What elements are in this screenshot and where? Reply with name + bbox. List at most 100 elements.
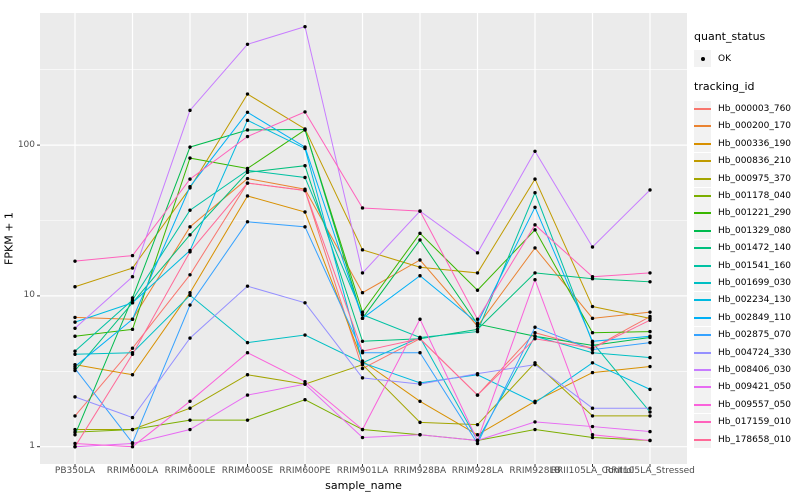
data-point [73, 320, 77, 324]
data-point [475, 441, 480, 446]
legend-item-Hb_009421_050: Hb_009421_050 [694, 378, 800, 396]
legend-item-label: Hb_001329_080 [718, 225, 792, 236]
x-tick-label: RRIM600LA [106, 466, 159, 476]
data-point [245, 340, 250, 345]
x-tick-label: RRIM901LA [336, 466, 389, 476]
legend-key-swatch [694, 431, 711, 448]
legend-item-list: Hb_000003_760 Hb_000200_170 Hb_000336_190 H… [694, 100, 800, 448]
data-point [188, 156, 192, 160]
legend-item-Hb_001221_290: Hb_001221_290 [694, 204, 800, 222]
legend-item-Hb_000975_370: Hb_000975_370 [694, 170, 800, 188]
data-point [590, 331, 595, 335]
data-point [360, 376, 365, 380]
legend-line-icon [694, 386, 711, 389]
legend-item-label: Hb_000975_370 [718, 173, 792, 184]
data-point [188, 303, 192, 307]
legend-item-Hb_002875_070: Hb_002875_070 [694, 326, 800, 344]
data-point [303, 175, 307, 180]
legend-key-swatch [694, 257, 711, 275]
data-point [590, 370, 595, 375]
legend-key-swatch [694, 170, 711, 188]
data-point [303, 24, 307, 29]
legend-item-label: Hb_001541_160 [718, 260, 792, 271]
data-point [73, 445, 77, 449]
data-point [648, 340, 652, 345]
data-point [533, 325, 537, 329]
legend-key-swatch [694, 378, 711, 396]
data-point [130, 301, 135, 305]
x-tick-label: RRII105LA_Control [550, 466, 635, 476]
data-point [73, 352, 77, 356]
legend-key-swatch [694, 396, 711, 414]
data-point [533, 337, 537, 341]
legend-item-Hb_002234_130: Hb_002234_130 [694, 291, 800, 309]
data-point [648, 387, 652, 392]
legend-item-label: Hb_001699_030 [718, 277, 792, 288]
legend-key-swatch [694, 100, 711, 118]
data-point [360, 313, 365, 317]
legend-line-icon [694, 212, 711, 215]
x-axis-title: sample_name [325, 479, 402, 492]
data-point [130, 346, 135, 350]
legend-key-swatch [694, 361, 711, 379]
data-point [130, 275, 135, 279]
data-point [245, 110, 250, 115]
legend-line-icon [694, 142, 711, 145]
data-point [360, 248, 365, 252]
legend-key-swatch [694, 152, 711, 170]
data-point [475, 288, 480, 292]
legend-ok-label: OK [718, 53, 731, 64]
data-point [245, 42, 250, 47]
legend-item-label: Hb_000200_170 [718, 121, 792, 132]
legend-line-icon [694, 421, 711, 424]
data-point [533, 177, 537, 181]
data-point [245, 181, 250, 185]
legend-item-Hb_001178_040: Hb_001178_040 [694, 187, 800, 205]
data-point [475, 271, 480, 275]
x-tick-label: RRIM928LA [451, 466, 504, 476]
data-point [303, 379, 307, 384]
data-point [245, 393, 250, 397]
data-point [303, 225, 307, 229]
legend-item-Hb_002849_110: Hb_002849_110 [694, 309, 800, 327]
data-point [188, 293, 192, 297]
data-point [130, 427, 135, 432]
data-point [475, 317, 480, 321]
legend-key-swatch [694, 274, 711, 292]
data-point [245, 220, 250, 224]
legend-line-icon [694, 334, 711, 337]
legend-key-swatch [694, 344, 711, 362]
data-point [475, 438, 480, 443]
data-point [130, 352, 135, 356]
legend-line-icon [694, 316, 711, 319]
data-point [245, 194, 250, 198]
data-point [303, 333, 307, 337]
data-point [188, 208, 192, 212]
data-point [130, 266, 135, 270]
data-point [188, 184, 192, 189]
data-point [533, 205, 537, 209]
data-point [73, 441, 77, 446]
data-point [590, 245, 595, 249]
data-point [303, 210, 307, 214]
legend-item-label: Hb_000836_210 [718, 156, 792, 167]
data-point [418, 433, 422, 437]
legend-key-swatch [694, 117, 711, 135]
data-point [303, 110, 307, 114]
data-point [245, 351, 250, 355]
data-point [533, 191, 537, 195]
data-point [533, 149, 537, 153]
data-point [475, 329, 480, 334]
legend-item-label: Hb_017159_010 [718, 417, 792, 428]
y-tick-label: 1 [29, 441, 35, 452]
data-point [73, 433, 77, 437]
data-point [590, 433, 595, 437]
data-point [245, 373, 250, 377]
data-point [648, 318, 652, 322]
data-point [188, 225, 192, 229]
data-point [73, 326, 77, 330]
data-point [130, 298, 135, 302]
legend-item-Hb_178658_010: Hb_178658_010 [694, 431, 800, 448]
legend-key-swatch [694, 135, 711, 153]
